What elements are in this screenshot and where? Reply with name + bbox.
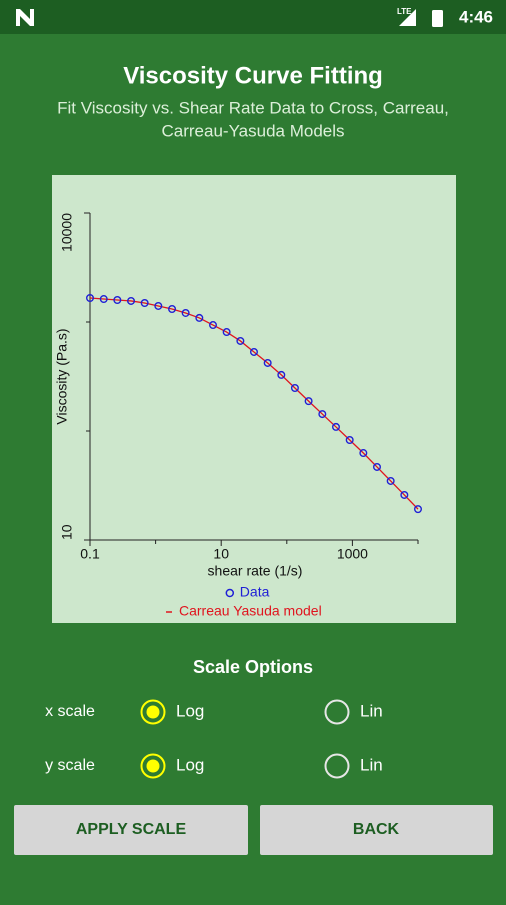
data-point <box>263 358 272 367</box>
row-label: x scale <box>45 703 95 720</box>
network-type: LTE <box>397 7 412 16</box>
radio-label: Log <box>176 701 204 720</box>
button-bg <box>14 805 248 855</box>
data-point <box>318 410 327 419</box>
row-label: y scale <box>45 757 95 774</box>
button[interactable]: APPLY SCALE <box>14 805 248 855</box>
data-point <box>113 295 122 304</box>
radio-option[interactable]: Log <box>140 699 205 725</box>
data-point <box>372 462 381 471</box>
data-point <box>154 301 163 310</box>
scale-options: x scale Log Lin y scale Log Lin <box>45 699 383 779</box>
data-point <box>140 298 149 307</box>
data-point <box>236 336 245 345</box>
data-point <box>99 295 108 304</box>
subtitle: Fit Viscosity vs. Shear Rate Data to Cro… <box>57 98 449 117</box>
data-point <box>195 313 204 322</box>
x-tick-label: 0.1 <box>80 546 100 562</box>
model-line <box>89 297 419 510</box>
data-point <box>181 308 190 317</box>
battery-icon <box>432 10 443 27</box>
y-tick-label: 10 <box>59 524 75 540</box>
radio-ring <box>140 699 166 725</box>
data-point <box>359 449 368 458</box>
chart: 0.1 10 1000 10 10000 shear rate (1/s) Viscosit… <box>54 212 423 619</box>
data-point <box>414 505 423 514</box>
y-tick-label: 10000 <box>59 213 75 252</box>
radio-label: Log <box>176 755 204 774</box>
data-point <box>331 422 340 431</box>
data-point <box>400 490 409 499</box>
radio-ring <box>324 753 350 779</box>
button-label: BACK <box>353 821 400 838</box>
legend-label: Data <box>240 584 270 600</box>
data-point <box>168 305 177 314</box>
data-point <box>249 347 258 356</box>
legend-label: Carreau Yasuda model <box>179 603 322 619</box>
y-axis-label: Viscosity (Pa.s) <box>54 328 70 424</box>
data-point <box>277 370 286 379</box>
radio-dot <box>146 759 160 773</box>
clock: 4:46 <box>459 7 493 26</box>
button[interactable]: BACK <box>260 805 493 855</box>
button-label: APPLY SCALE <box>76 821 187 838</box>
radio-option[interactable]: Log <box>140 753 205 779</box>
button-bg <box>260 805 493 855</box>
radio-dot <box>146 705 160 719</box>
radio-option[interactable]: Lin <box>324 699 383 725</box>
radio-ring <box>140 753 166 779</box>
signal-icon <box>399 9 416 26</box>
title: Viscosity Curve Fitting <box>123 62 383 89</box>
data-point <box>209 321 218 330</box>
x-tick-label: 10 <box>213 546 229 562</box>
data-point <box>290 384 299 393</box>
radio-ring <box>324 699 350 725</box>
status-bar <box>0 0 506 34</box>
data-point <box>222 328 231 337</box>
data-point <box>386 476 395 485</box>
notification-icon <box>16 9 34 26</box>
radio-option[interactable]: Lin <box>324 753 383 779</box>
data-point <box>127 296 136 305</box>
radio-label: Lin <box>360 701 383 720</box>
x-axis-label: shear rate (1/s) <box>208 563 303 579</box>
x-tick-label: 1000 <box>337 546 368 562</box>
data-point <box>304 397 313 406</box>
section-title: Scale Options <box>193 657 313 677</box>
chart-panel <box>52 175 456 623</box>
data-point <box>85 294 94 303</box>
radio-label: Lin <box>360 755 383 774</box>
data-point <box>345 435 354 444</box>
legend-swatch <box>225 588 235 598</box>
subtitle: Carreau-Yasuda Models <box>162 121 345 140</box>
